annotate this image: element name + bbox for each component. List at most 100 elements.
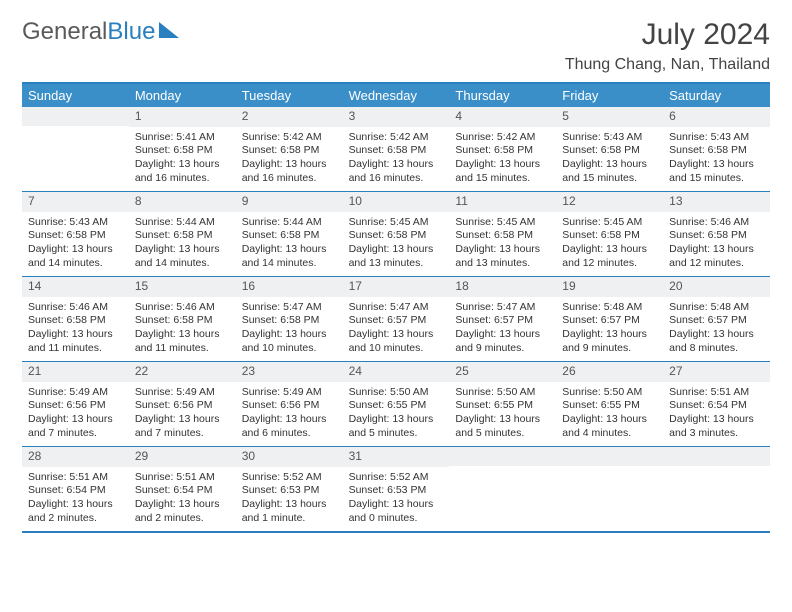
sunset-line: Sunset: 6:58 PM xyxy=(135,229,230,243)
day-content: Sunrise: 5:42 AMSunset: 6:58 PMDaylight:… xyxy=(236,129,343,190)
daylight-line: Daylight: 13 hours and 6 minutes. xyxy=(242,413,337,440)
day-number: 6 xyxy=(663,107,770,127)
sunset-line: Sunset: 6:58 PM xyxy=(349,144,444,158)
calendar-day xyxy=(556,447,663,531)
sunrise-line: Sunrise: 5:41 AM xyxy=(135,131,230,145)
day-number: 23 xyxy=(236,362,343,382)
calendar-day: 9Sunrise: 5:44 AMSunset: 6:58 PMDaylight… xyxy=(236,192,343,276)
day-content: Sunrise: 5:47 AMSunset: 6:57 PMDaylight:… xyxy=(343,299,450,360)
sunset-line: Sunset: 6:55 PM xyxy=(455,399,550,413)
day-content: Sunrise: 5:47 AMSunset: 6:57 PMDaylight:… xyxy=(449,299,556,360)
day-number: 11 xyxy=(449,192,556,212)
day-content xyxy=(663,468,770,474)
calendar-day: 30Sunrise: 5:52 AMSunset: 6:53 PMDayligh… xyxy=(236,447,343,531)
calendar-day: 23Sunrise: 5:49 AMSunset: 6:56 PMDayligh… xyxy=(236,362,343,446)
day-number xyxy=(22,107,129,126)
daylight-line: Daylight: 13 hours and 7 minutes. xyxy=(135,413,230,440)
daylight-line: Daylight: 13 hours and 13 minutes. xyxy=(455,243,550,270)
sunrise-line: Sunrise: 5:51 AM xyxy=(669,386,764,400)
daylight-line: Daylight: 13 hours and 16 minutes. xyxy=(349,158,444,185)
calendar-day: 12Sunrise: 5:45 AMSunset: 6:58 PMDayligh… xyxy=(556,192,663,276)
sunrise-line: Sunrise: 5:47 AM xyxy=(242,301,337,315)
sunset-line: Sunset: 6:57 PM xyxy=(455,314,550,328)
calendar-day xyxy=(22,107,129,191)
calendar-day: 3Sunrise: 5:42 AMSunset: 6:58 PMDaylight… xyxy=(343,107,450,191)
day-number: 24 xyxy=(343,362,450,382)
day-number: 19 xyxy=(556,277,663,297)
calendar-day: 1Sunrise: 5:41 AMSunset: 6:58 PMDaylight… xyxy=(129,107,236,191)
sunset-line: Sunset: 6:56 PM xyxy=(28,399,123,413)
day-number: 25 xyxy=(449,362,556,382)
sunset-line: Sunset: 6:53 PM xyxy=(242,484,337,498)
daylight-line: Daylight: 13 hours and 14 minutes. xyxy=(242,243,337,270)
daylight-line: Daylight: 13 hours and 13 minutes. xyxy=(349,243,444,270)
day-content: Sunrise: 5:50 AMSunset: 6:55 PMDaylight:… xyxy=(343,384,450,445)
day-number: 18 xyxy=(449,277,556,297)
day-number xyxy=(556,447,663,466)
logo: GeneralBlue xyxy=(22,18,179,46)
calendar-day: 26Sunrise: 5:50 AMSunset: 6:55 PMDayligh… xyxy=(556,362,663,446)
sunrise-line: Sunrise: 5:45 AM xyxy=(349,216,444,230)
day-number: 8 xyxy=(129,192,236,212)
day-number: 31 xyxy=(343,447,450,467)
day-content: Sunrise: 5:49 AMSunset: 6:56 PMDaylight:… xyxy=(236,384,343,445)
calendar-day: 18Sunrise: 5:47 AMSunset: 6:57 PMDayligh… xyxy=(449,277,556,361)
calendar-day: 24Sunrise: 5:50 AMSunset: 6:55 PMDayligh… xyxy=(343,362,450,446)
sunset-line: Sunset: 6:58 PM xyxy=(135,314,230,328)
sunrise-line: Sunrise: 5:49 AM xyxy=(135,386,230,400)
sunset-line: Sunset: 6:58 PM xyxy=(562,144,657,158)
daylight-line: Daylight: 13 hours and 14 minutes. xyxy=(135,243,230,270)
sunset-line: Sunset: 6:58 PM xyxy=(669,144,764,158)
daylight-line: Daylight: 13 hours and 9 minutes. xyxy=(455,328,550,355)
day-number: 17 xyxy=(343,277,450,297)
sunset-line: Sunset: 6:57 PM xyxy=(669,314,764,328)
calendar-day: 27Sunrise: 5:51 AMSunset: 6:54 PMDayligh… xyxy=(663,362,770,446)
day-number: 7 xyxy=(22,192,129,212)
weekday-header: Tuesday xyxy=(236,84,343,107)
calendar-day: 22Sunrise: 5:49 AMSunset: 6:56 PMDayligh… xyxy=(129,362,236,446)
day-number: 15 xyxy=(129,277,236,297)
day-number xyxy=(449,447,556,466)
daylight-line: Daylight: 13 hours and 2 minutes. xyxy=(28,498,123,525)
daylight-line: Daylight: 13 hours and 2 minutes. xyxy=(135,498,230,525)
day-number xyxy=(663,447,770,466)
calendar-day: 8Sunrise: 5:44 AMSunset: 6:58 PMDaylight… xyxy=(129,192,236,276)
sunset-line: Sunset: 6:58 PM xyxy=(669,229,764,243)
sunset-line: Sunset: 6:54 PM xyxy=(28,484,123,498)
day-content: Sunrise: 5:45 AMSunset: 6:58 PMDaylight:… xyxy=(449,214,556,275)
day-content: Sunrise: 5:42 AMSunset: 6:58 PMDaylight:… xyxy=(449,129,556,190)
day-number: 21 xyxy=(22,362,129,382)
calendar-day: 19Sunrise: 5:48 AMSunset: 6:57 PMDayligh… xyxy=(556,277,663,361)
day-content: Sunrise: 5:50 AMSunset: 6:55 PMDaylight:… xyxy=(449,384,556,445)
sunrise-line: Sunrise: 5:52 AM xyxy=(242,471,337,485)
daylight-line: Daylight: 13 hours and 12 minutes. xyxy=(562,243,657,270)
calendar-day: 16Sunrise: 5:47 AMSunset: 6:58 PMDayligh… xyxy=(236,277,343,361)
day-content: Sunrise: 5:44 AMSunset: 6:58 PMDaylight:… xyxy=(129,214,236,275)
calendar-day: 2Sunrise: 5:42 AMSunset: 6:58 PMDaylight… xyxy=(236,107,343,191)
calendar-day: 21Sunrise: 5:49 AMSunset: 6:56 PMDayligh… xyxy=(22,362,129,446)
day-content: Sunrise: 5:48 AMSunset: 6:57 PMDaylight:… xyxy=(663,299,770,360)
location-text: Thung Chang, Nan, Thailand xyxy=(565,56,770,74)
sunrise-line: Sunrise: 5:52 AM xyxy=(349,471,444,485)
sunset-line: Sunset: 6:53 PM xyxy=(349,484,444,498)
day-content: Sunrise: 5:44 AMSunset: 6:58 PMDaylight:… xyxy=(236,214,343,275)
sunset-line: Sunset: 6:55 PM xyxy=(349,399,444,413)
sunset-line: Sunset: 6:58 PM xyxy=(28,229,123,243)
day-number: 3 xyxy=(343,107,450,127)
sunrise-line: Sunrise: 5:43 AM xyxy=(669,131,764,145)
day-content: Sunrise: 5:41 AMSunset: 6:58 PMDaylight:… xyxy=(129,129,236,190)
day-content: Sunrise: 5:48 AMSunset: 6:57 PMDaylight:… xyxy=(556,299,663,360)
sunrise-line: Sunrise: 5:48 AM xyxy=(669,301,764,315)
sunset-line: Sunset: 6:58 PM xyxy=(242,314,337,328)
calendar-day: 11Sunrise: 5:45 AMSunset: 6:58 PMDayligh… xyxy=(449,192,556,276)
sunrise-line: Sunrise: 5:49 AM xyxy=(242,386,337,400)
day-number: 1 xyxy=(129,107,236,127)
daylight-line: Daylight: 13 hours and 15 minutes. xyxy=(455,158,550,185)
daylight-line: Daylight: 13 hours and 15 minutes. xyxy=(669,158,764,185)
sunrise-line: Sunrise: 5:47 AM xyxy=(349,301,444,315)
sunrise-line: Sunrise: 5:47 AM xyxy=(455,301,550,315)
calendar-day: 13Sunrise: 5:46 AMSunset: 6:58 PMDayligh… xyxy=(663,192,770,276)
sunset-line: Sunset: 6:54 PM xyxy=(135,484,230,498)
daylight-line: Daylight: 13 hours and 11 minutes. xyxy=(28,328,123,355)
daylight-line: Daylight: 13 hours and 0 minutes. xyxy=(349,498,444,525)
